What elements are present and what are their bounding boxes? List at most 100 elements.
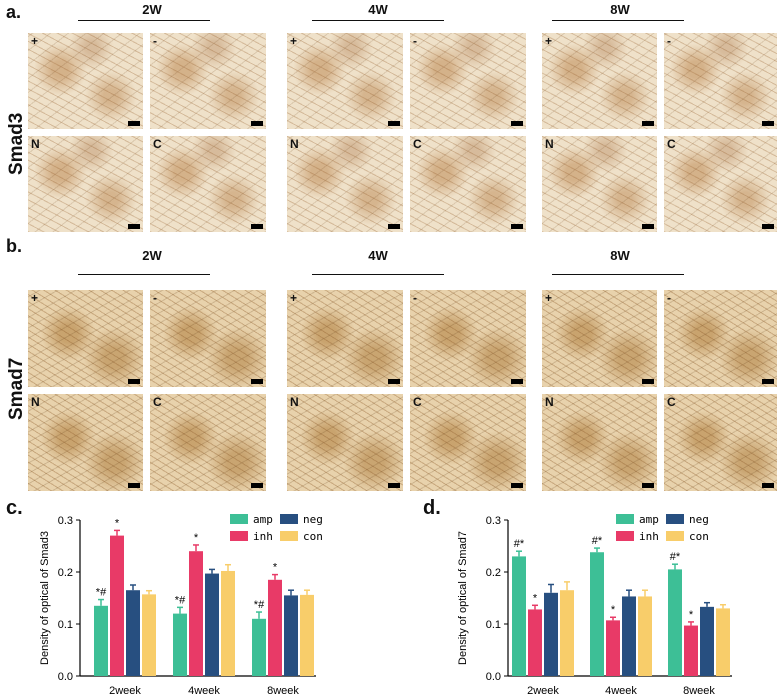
- y-tick-label: 0.0: [486, 671, 501, 683]
- micrograph-smad7-8w-n: N: [542, 394, 657, 491]
- bar-con-8week: [300, 594, 314, 676]
- tile-label: +: [290, 291, 298, 305]
- scale-bar: [642, 379, 654, 384]
- tile-label: -: [667, 291, 671, 305]
- significance-mark: *#: [175, 594, 186, 606]
- significance-mark: *#: [254, 599, 265, 611]
- significance-mark: *#: [96, 587, 107, 599]
- micrograph-smad7-8w-minus: -: [664, 290, 777, 387]
- x-tick-label: 8week: [267, 685, 299, 695]
- bar-neg-8week: [284, 595, 298, 676]
- tile-label: -: [667, 34, 671, 48]
- row-label-smad7: Smad7: [6, 357, 27, 420]
- legend-swatch-inh: [616, 531, 634, 541]
- significance-mark: *: [273, 562, 278, 574]
- x-tick-label: 8week: [683, 685, 715, 695]
- bar-con-2week: [560, 590, 574, 676]
- scale-bar: [642, 483, 654, 488]
- legend-label-con: con: [689, 530, 709, 543]
- week-rule: [78, 274, 210, 275]
- tile-label: C: [413, 395, 422, 409]
- scale-bar: [128, 121, 140, 126]
- significance-mark: #*: [514, 538, 525, 550]
- y-tick-label: 0.3: [58, 515, 73, 527]
- scale-bar: [642, 121, 654, 126]
- micrograph-smad7-4w-c: C: [410, 394, 526, 491]
- legend-label-amp: amp: [639, 513, 659, 526]
- week-label-b-4w: 4W: [368, 248, 388, 263]
- bar-amp-8week: [252, 618, 266, 676]
- legend-label-neg: neg: [303, 513, 323, 526]
- scale-bar: [511, 379, 523, 384]
- bar-neg-8week: [700, 606, 714, 676]
- micrograph-smad3-2w-plus: +: [28, 33, 143, 129]
- tile-label: +: [31, 291, 39, 305]
- micrograph-smad7-8w-c: C: [664, 394, 777, 491]
- tile-label: C: [153, 137, 162, 151]
- bar-con-4week: [221, 570, 235, 676]
- week-label-a-2w: 2W: [142, 2, 162, 17]
- micrograph-smad3-8w-c: C: [664, 136, 777, 232]
- micrograph-smad3-2w-n: N: [28, 136, 143, 232]
- bar-neg-2week: [544, 592, 558, 676]
- significance-mark: #*: [670, 551, 681, 563]
- x-tick-label: 4week: [605, 685, 637, 695]
- micrograph-smad3-2w-minus: -: [150, 33, 266, 129]
- week-label-a-8w: 8W: [610, 2, 630, 17]
- panel-label-d: d.: [423, 497, 441, 519]
- micrograph-smad7-2w-n: N: [28, 394, 143, 491]
- bar-inh-4week: [606, 620, 620, 676]
- tile-label: C: [667, 395, 676, 409]
- tile-label: N: [545, 395, 554, 409]
- bar-amp-4week: [173, 613, 187, 676]
- legend-label-con: con: [303, 530, 323, 543]
- panel-label-c: c.: [6, 497, 23, 519]
- scale-bar: [128, 483, 140, 488]
- scale-bar: [642, 224, 654, 229]
- bar-neg-2week: [126, 590, 140, 676]
- bar-amp-4week: [590, 552, 604, 676]
- micrograph-smad7-2w-plus: +: [28, 290, 143, 387]
- y-tick-label: 0.2: [58, 567, 73, 579]
- tile-label: -: [413, 291, 417, 305]
- scale-bar: [388, 224, 400, 229]
- micrograph-smad7-4w-minus: -: [410, 290, 526, 387]
- scale-bar: [251, 121, 263, 126]
- week-rule: [312, 20, 444, 21]
- scale-bar: [762, 121, 774, 126]
- bar-con-2week: [142, 594, 156, 676]
- week-label-a-4w: 4W: [368, 2, 388, 17]
- week-label-b-2w: 2W: [142, 248, 162, 263]
- scale-bar: [388, 121, 400, 126]
- bar-inh-8week: [684, 625, 698, 676]
- micrograph-smad3-2w-c: C: [150, 136, 266, 232]
- legend-swatch-neg: [280, 514, 298, 524]
- bar-inh-4week: [189, 551, 203, 676]
- tile-label: C: [667, 137, 676, 151]
- y-tick-label: 0.3: [486, 515, 501, 527]
- legend-label-inh: inh: [639, 530, 659, 543]
- significance-mark: *: [194, 532, 199, 544]
- week-rule: [552, 20, 684, 21]
- scale-bar: [511, 121, 523, 126]
- micrograph-smad3-8w-plus: +: [542, 33, 657, 129]
- bar-amp-2week: [94, 605, 108, 676]
- micrograph-smad7-2w-c: C: [150, 394, 266, 491]
- y-axis-label: Density of optical of Smad3: [39, 531, 51, 665]
- week-rule: [78, 20, 210, 21]
- significance-mark: *: [533, 592, 538, 604]
- y-tick-label: 0.1: [58, 619, 73, 631]
- row-label-smad3: Smad3: [6, 112, 27, 175]
- week-label-b-8w: 8W: [610, 248, 630, 263]
- scale-bar: [128, 224, 140, 229]
- scale-bar: [388, 379, 400, 384]
- tile-label: N: [31, 395, 40, 409]
- x-tick-label: 2week: [109, 685, 141, 695]
- tile-label: C: [413, 137, 422, 151]
- tile-label: N: [31, 137, 40, 151]
- panel-label-b: b.: [6, 236, 22, 256]
- legend-swatch-amp: [230, 514, 248, 524]
- scale-bar: [762, 483, 774, 488]
- legend-label-amp: amp: [253, 513, 273, 526]
- week-rule: [552, 274, 684, 275]
